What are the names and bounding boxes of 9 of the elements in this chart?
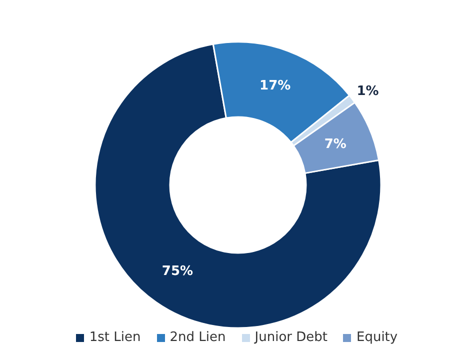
legend-label: Junior Debt — [253, 330, 328, 345]
data-label: 1% — [356, 84, 379, 100]
data-label: 17% — [260, 78, 291, 94]
data-label: 75% — [162, 264, 194, 279]
legend-label: 1st Lien — [88, 330, 141, 345]
legend-label: 2nd Lien — [168, 330, 226, 345]
legend-label: Equity — [355, 330, 398, 345]
donut-slice — [94, 43, 382, 328]
data-label: 7% — [324, 136, 346, 152]
